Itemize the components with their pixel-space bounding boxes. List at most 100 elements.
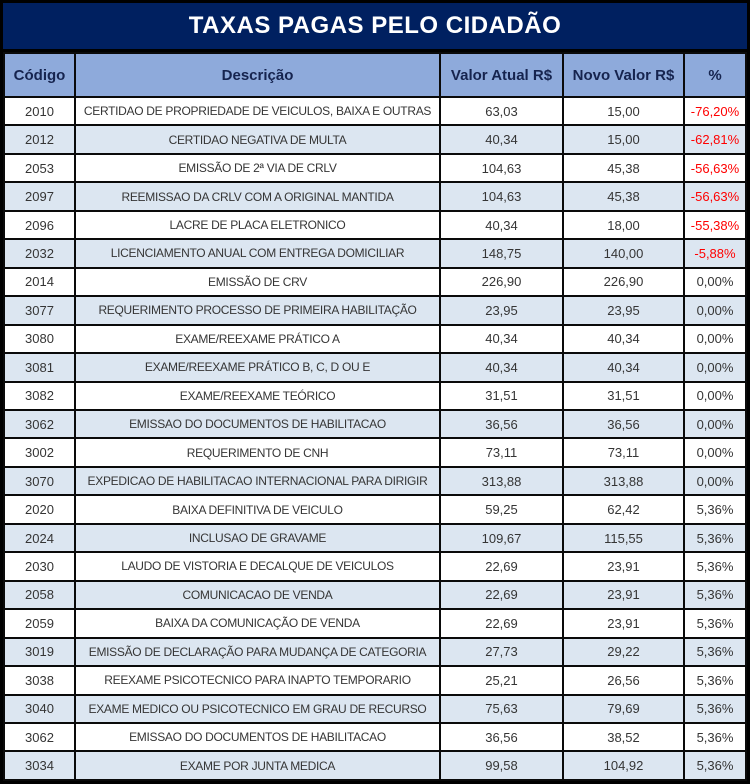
novo-valor-cell: 140,00 xyxy=(562,238,685,269)
codigo-cell: 2014 xyxy=(3,266,76,298)
variacao-cell: 5,36% xyxy=(683,636,747,668)
header-row: Código Descrição Valor Atual R$ Novo Val… xyxy=(3,52,747,98)
descricao-cell: EXAME/REEXAME TEÓRICO xyxy=(74,380,441,412)
codigo-cell: 3080 xyxy=(3,323,76,355)
descricao-cell: BAIXA DEFINITIVA DE VEICULO xyxy=(74,494,441,525)
table-row: 3038 REEXAME PSICOTECNICO PARA INAPTO TEM… xyxy=(3,665,747,696)
novo-valor-cell: 23,95 xyxy=(562,295,685,326)
valor-atual-cell: 148,75 xyxy=(439,238,564,269)
table-row: 2020 BAIXA DEFINITIVA DE VEICULO 59,25 62,4… xyxy=(3,494,747,525)
valor-atual-cell: 23,95 xyxy=(439,295,564,326)
column-header-codigo: Código xyxy=(3,52,76,98)
variacao-cell: 5,36% xyxy=(683,693,747,724)
valor-atual-cell: 25,21 xyxy=(439,665,564,696)
variacao-cell: 5,36% xyxy=(683,579,747,611)
codigo-cell: 3038 xyxy=(3,665,76,696)
table-row: 2024 INCLUSAO DE GRAVAME 109,67 115,55 5,36% xyxy=(3,522,747,554)
table-row: 2030 LAUDO DE VISTORIA E DECALQUE DE VEIC… xyxy=(3,551,747,582)
variacao-cell: -56,63% xyxy=(683,181,747,212)
variacao-cell: 0,00% xyxy=(683,465,747,497)
descricao-cell: EXAME/REEXAME PRÁTICO A xyxy=(74,323,441,355)
valor-atual-cell: 31,51 xyxy=(439,380,564,412)
table-row: 2059 BAIXA DA COMUNICAÇÃO DE VENDA 22,69 23… xyxy=(3,608,747,639)
descricao-cell: CERTIDAO DE PROPRIEDADE DE VEICULOS, BAI… xyxy=(74,95,441,127)
variacao-cell: 5,36% xyxy=(683,750,747,781)
table-row: 2058 COMUNICACAO DE VENDA 22,69 23,91 5,36% xyxy=(3,579,747,611)
descricao-cell: BAIXA DA COMUNICAÇÃO DE VENDA xyxy=(74,608,441,639)
novo-valor-cell: 115,55 xyxy=(562,522,685,554)
variacao-cell: 5,36% xyxy=(683,522,747,554)
descricao-cell: EXAME/REEXAME PRÁTICO B, C, D OU E xyxy=(74,352,441,383)
codigo-cell: 2053 xyxy=(3,152,76,184)
variacao-cell: 5,36% xyxy=(683,551,747,582)
table-row: 3034 EXAME POR JUNTA MEDICA 99,58 104,92 5,3… xyxy=(3,750,747,781)
valor-atual-cell: 59,25 xyxy=(439,494,564,525)
codigo-cell: 3081 xyxy=(3,352,76,383)
novo-valor-cell: 38,52 xyxy=(562,721,685,753)
novo-valor-cell: 36,56 xyxy=(562,408,685,440)
codigo-cell: 2058 xyxy=(3,579,76,611)
variacao-cell: -76,20% xyxy=(683,95,747,127)
page-title: TAXAS PAGAS PELO CIDADÃO xyxy=(3,3,747,52)
table-row: 2032 LICENCIAMENTO ANUAL COM ENTREGA DOMI… xyxy=(3,238,747,269)
descricao-cell: EMISSÃO DE 2ª VIA DE CRLV xyxy=(74,152,441,184)
novo-valor-cell: 73,11 xyxy=(562,437,685,468)
descricao-cell: CERTIDAO NEGATIVA DE MULTA xyxy=(74,124,441,155)
codigo-cell: 3034 xyxy=(3,750,76,781)
table-row: 3002 REQUERIMENTO DE CNH 73,11 73,11 0,00% xyxy=(3,437,747,468)
variacao-cell: 0,00% xyxy=(683,295,747,326)
novo-valor-cell: 29,22 xyxy=(562,636,685,668)
variacao-cell: -56,63% xyxy=(683,152,747,184)
valor-atual-cell: 104,63 xyxy=(439,152,564,184)
novo-valor-cell: 104,92 xyxy=(562,750,685,781)
table-row: 2014 EMISSÃO DE CRV 226,90 226,90 0,00% xyxy=(3,266,747,298)
table-row: 3062 EMISSAO DO DOCUMENTOS DE HABILITACAO… xyxy=(3,408,747,440)
codigo-cell: 3002 xyxy=(3,437,76,468)
codigo-cell: 2032 xyxy=(3,238,76,269)
descricao-cell: REQUERIMENTO DE CNH xyxy=(74,437,441,468)
variacao-cell: 0,00% xyxy=(683,352,747,383)
codigo-cell: 3040 xyxy=(3,693,76,724)
valor-atual-cell: 73,11 xyxy=(439,437,564,468)
codigo-cell: 3062 xyxy=(3,408,76,440)
novo-valor-cell: 31,51 xyxy=(562,380,685,412)
table-row: 2012 CERTIDAO NEGATIVA DE MULTA 40,34 15,00… xyxy=(3,124,747,155)
novo-valor-cell: 23,91 xyxy=(562,608,685,639)
table-row: 2096 LACRE DE PLACA ELETRONICO 40,34 18,00-… xyxy=(3,209,747,241)
variacao-cell: -62,81% xyxy=(683,124,747,155)
fee-table-body: 2010 CERTIDAO DE PROPRIEDADE DE VEICULOS,… xyxy=(3,95,747,781)
table-row: 3019 EMISSÃO DE DECLARAÇÃO PARA MUDANÇA D… xyxy=(3,636,747,668)
variacao-cell: 0,00% xyxy=(683,266,747,298)
novo-valor-cell: 18,00 xyxy=(562,209,685,241)
valor-atual-cell: 109,67 xyxy=(439,522,564,554)
table-row: 3070 EXPEDICAO DE HABILITACAO INTERNACION… xyxy=(3,465,747,497)
novo-valor-cell: 45,38 xyxy=(562,152,685,184)
codigo-cell: 2010 xyxy=(3,95,76,127)
table-row: 2097 REEMISSAO DA CRLV COM A ORIGINAL MAN… xyxy=(3,181,747,212)
codigo-cell: 2030 xyxy=(3,551,76,582)
table-row: 3077 REQUERIMENTO PROCESSO DE PRIMEIRA HA… xyxy=(3,295,747,326)
fee-table: Código Descrição Valor Atual R$ Novo Val… xyxy=(3,52,747,781)
codigo-cell: 3019 xyxy=(3,636,76,668)
table-row: 3040 EXAME MEDICO OU PSICOTECNICO EM GRAU… xyxy=(3,693,747,724)
descricao-cell: EXAME MEDICO OU PSICOTECNICO EM GRAU DE … xyxy=(74,693,441,724)
valor-atual-cell: 22,69 xyxy=(439,551,564,582)
valor-atual-cell: 99,58 xyxy=(439,750,564,781)
novo-valor-cell: 40,34 xyxy=(562,352,685,383)
codigo-cell: 3077 xyxy=(3,295,76,326)
variacao-cell: 0,00% xyxy=(683,380,747,412)
variacao-cell: -5,88% xyxy=(683,238,747,269)
descricao-cell: EXAME POR JUNTA MEDICA xyxy=(74,750,441,781)
novo-valor-cell: 15,00 xyxy=(562,95,685,127)
valor-atual-cell: 40,34 xyxy=(439,124,564,155)
descricao-cell: LACRE DE PLACA ELETRONICO xyxy=(74,209,441,241)
descricao-cell: REEMISSAO DA CRLV COM A ORIGINAL MANTIDA xyxy=(74,181,441,212)
codigo-cell: 2059 xyxy=(3,608,76,639)
valor-atual-cell: 104,63 xyxy=(439,181,564,212)
variacao-cell: 5,36% xyxy=(683,494,747,525)
valor-atual-cell: 40,34 xyxy=(439,209,564,241)
descricao-cell: EXPEDICAO DE HABILITACAO INTERNACIONAL P… xyxy=(74,465,441,497)
codigo-cell: 2020 xyxy=(3,494,76,525)
descricao-cell: COMUNICACAO DE VENDA xyxy=(74,579,441,611)
